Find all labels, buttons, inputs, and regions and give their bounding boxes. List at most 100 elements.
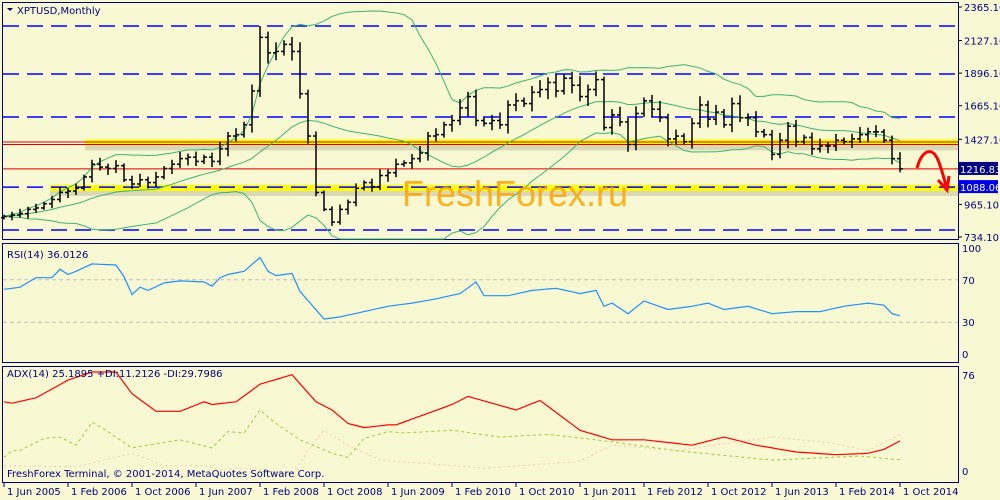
ohlc-bar (673, 129, 679, 145)
time-tick-label: 1 Oct 2012 (711, 487, 766, 498)
ohlc-bar (649, 94, 655, 117)
ohlc-bar (65, 188, 71, 199)
ohlc-bar (401, 160, 407, 167)
ohlc-bar (529, 85, 535, 112)
ohlc-bar (745, 113, 751, 127)
price-tick-label: 1427.10 (964, 135, 1000, 146)
ohlc-bar (81, 174, 87, 191)
time-tick-label: 1 Feb 2006 (71, 487, 127, 498)
ohlc-bar (721, 109, 727, 128)
ohlc-bar (193, 151, 199, 167)
ohlc-bar (809, 132, 815, 155)
rsi-line (3, 256, 901, 320)
support-zone-shadow (50, 188, 958, 196)
ohlc-bar (769, 129, 775, 161)
rsi-panel-frame (2, 243, 959, 363)
ohlc-bar (833, 133, 839, 152)
rsi-tick-label: 70 (962, 276, 975, 287)
ohlc-bar (537, 80, 543, 98)
ohlc-bar (569, 71, 575, 94)
price-tag-bg (958, 161, 998, 175)
ohlc-bar (561, 74, 567, 95)
ohlc-bar (697, 96, 703, 129)
ohlc-bar (457, 99, 463, 126)
ohlc-bar (873, 125, 879, 138)
ohlc-bar (137, 173, 143, 188)
support-zone-shadow (85, 143, 958, 151)
rsi-panel[interactable] (3, 256, 958, 323)
time-tick-label: 1 Jun 2011 (583, 487, 637, 498)
arrow-head-icon (936, 175, 951, 194)
ohlc-bar (1, 214, 7, 220)
ohlc-bar (297, 42, 303, 99)
price-tick-label: 2127.10 (964, 37, 1000, 48)
ohlc-bar (481, 117, 487, 127)
forecast-arrow-icon (915, 150, 948, 187)
time-tick-label: 1 Jun 2005 (7, 487, 61, 498)
ohlc-bar (25, 206, 31, 219)
ohlc-bar (209, 152, 215, 168)
time-tick-label: 1 Feb 2014 (839, 487, 895, 498)
ohlc-bar (9, 211, 15, 221)
price-tick-label: 2365.10 (964, 3, 1000, 14)
ohlc-bar (465, 91, 471, 117)
ohlc-bar (881, 129, 887, 144)
ohlc-bar (657, 100, 663, 123)
ohlc-bar (169, 159, 175, 175)
ohlc-bar (97, 157, 103, 171)
copyright-text: FreshForex Terminal, © 2001-2014, MetaQu… (7, 469, 324, 480)
bollinger-upper (3, 10, 901, 217)
ohlc-bar (497, 112, 503, 130)
ohlc-bar (273, 42, 279, 61)
ohlc-bar (249, 84, 255, 133)
ohlc-bar (505, 100, 511, 134)
dropdown-triangle-icon[interactable] (7, 8, 13, 11)
ohlc-bar (337, 204, 343, 225)
ohlc-bar (801, 134, 807, 145)
ohlc-bar (353, 183, 359, 207)
ohlc-bar (545, 77, 551, 100)
ohlc-bar (217, 141, 223, 166)
time-tick-label: 1 Feb 2012 (647, 487, 703, 498)
ohlc-bar (449, 114, 455, 132)
time-tick-label: 1 Oct 2006 (135, 487, 190, 498)
ohlc-bar (305, 89, 311, 144)
ohlc-bar (617, 106, 623, 127)
ohlc-bar (489, 114, 495, 131)
ohlc-bar (265, 31, 271, 64)
ohlc-bar (713, 104, 719, 125)
ohlc-bar (313, 131, 319, 197)
ohlc-bar (513, 93, 519, 112)
rsi-label: RSI(14) 36.0126 (7, 250, 88, 261)
ohlc-bar (417, 145, 423, 163)
support-zone (50, 184, 958, 191)
ohlc-bar (121, 163, 127, 183)
ohlc-bar (761, 128, 767, 138)
ohlc-bar (601, 76, 607, 131)
ohlc-bar (105, 163, 111, 175)
ohlc-bar (289, 36, 295, 61)
ohlc-bar (257, 26, 263, 97)
ohlc-bar (385, 169, 391, 182)
bollinger-middle (3, 100, 901, 217)
price-tick-label: 1896.10 (964, 69, 1000, 80)
ohlc-bar (129, 175, 135, 189)
axes: 2365.10 2127.10 1896.10 1665.10 1427.10 965.1… (3, 3, 1000, 498)
price-panel[interactable] (1, 10, 958, 240)
ohlc-bar (153, 171, 159, 187)
ohlc-bar (473, 89, 479, 127)
ohlc-bar (89, 159, 95, 183)
adx-panel[interactable] (3, 371, 901, 476)
adx-line (3, 371, 901, 456)
ohlc-bar (33, 203, 39, 213)
ohlc-bar (857, 126, 863, 143)
rsi-tick-label: 30 (962, 318, 975, 329)
ohlc-bar (633, 106, 639, 151)
time-tick-label: 1 Oct 2010 (519, 487, 574, 498)
ohlc-bar (177, 151, 183, 168)
ohlc-bar (777, 132, 783, 159)
ohlc-bar (17, 208, 23, 218)
ohlc-bar (57, 186, 63, 203)
ohlc-bar (681, 133, 687, 145)
